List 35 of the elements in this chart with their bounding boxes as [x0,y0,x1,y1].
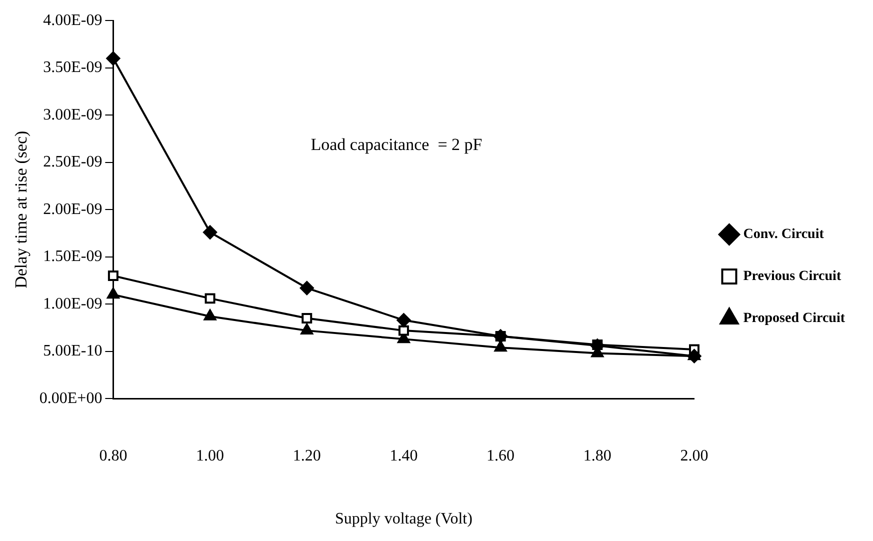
point [300,281,314,296]
legend-label: Previous Circuit [743,269,842,284]
y-axis-title: Delay time at rise (sec) [12,130,31,288]
point [106,51,120,66]
y-tick-label: 4.00E-09 [43,12,102,29]
point [204,293,216,304]
point [302,313,312,324]
x-tick-label: 0.80 [99,447,128,464]
point [494,340,507,352]
y-tick-label: 0.00E+00 [39,390,102,407]
point [398,325,409,336]
y-tick-label: 1.50E-09 [43,248,102,266]
x-tick-label: 1.80 [583,447,612,464]
y-tick-label: 2.00E-09 [43,200,102,218]
x-tick-label: 2.00 [680,447,708,464]
x-tick-label: 1.40 [390,447,418,464]
point [300,324,314,335]
legend-label: Proposed Circuit [743,311,846,326]
point [107,288,120,299]
annotation: Load capacitance = 2 pF [310,134,482,154]
point [687,349,702,364]
point [204,309,216,320]
y-tick-label: 2.50E-09 [43,154,102,171]
point [108,270,118,281]
x-axis-title: Supply voltage (Volt) [334,510,472,528]
y-tick-label: 3.00E-09 [43,106,102,124]
point [203,225,218,240]
point [396,313,411,328]
legend-label: Conv. Circuit [743,227,824,242]
x-tick-label: 1.20 [292,447,321,464]
x-tick-label: 1.60 [486,447,515,464]
y-tick-label: 1.00E-09 [43,295,102,312]
x-tick-label: 1.00 [196,447,224,464]
y-tick-label: 3.50E-09 [43,59,102,76]
y-tick-label: 5.00E-10 [43,342,102,360]
